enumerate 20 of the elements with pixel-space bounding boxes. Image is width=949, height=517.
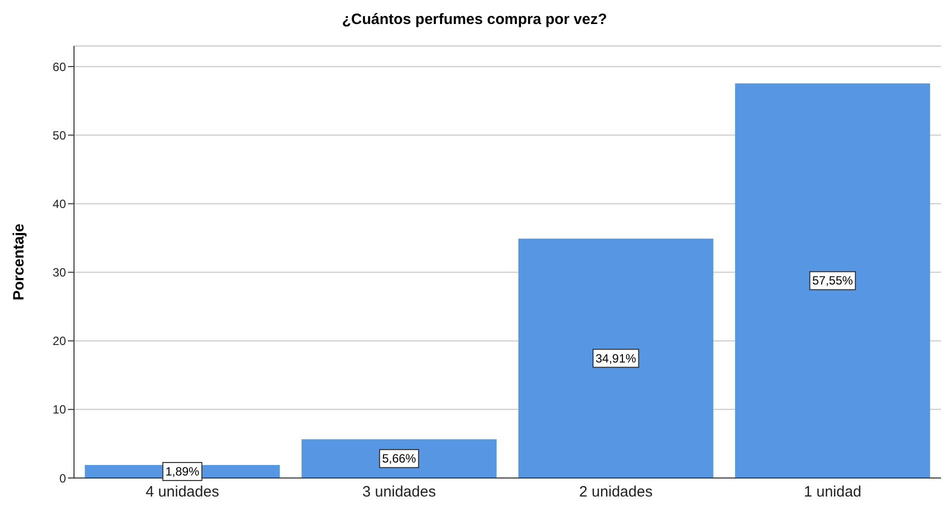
y-tick-label: 20 (52, 334, 66, 348)
x-tick-label: 4 unidades (146, 484, 220, 501)
y-tick-label: 60 (52, 60, 66, 74)
y-axis-title: Porcentaje (10, 224, 28, 300)
x-tick-label: 1 unidad (804, 484, 862, 501)
x-tick-label: 3 unidades (362, 484, 436, 501)
y-tick-label: 0 (59, 471, 66, 486)
chart-title: ¿Cuántos perfumes compra por vez? (340, 10, 608, 30)
y-tick-label: 10 (52, 402, 66, 417)
bar (735, 83, 930, 478)
data-label: 1,89% (165, 464, 200, 479)
x-tick-label: 2 unidades (579, 484, 653, 501)
bar (518, 238, 714, 478)
y-tick-label: 50 (52, 128, 66, 142)
bar (302, 439, 497, 478)
data-label: 5,66% (382, 452, 416, 466)
y-tick-label: 40 (52, 196, 66, 211)
y-tick-label: 30 (52, 266, 66, 280)
data-label: 34,91% (595, 351, 637, 366)
data-label: 57,55% (812, 274, 854, 288)
